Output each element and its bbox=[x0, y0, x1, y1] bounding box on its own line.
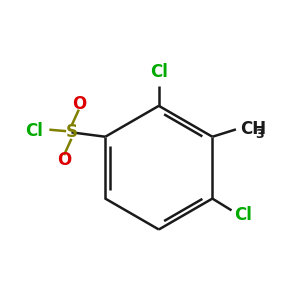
Text: 3: 3 bbox=[256, 128, 264, 141]
Text: Cl: Cl bbox=[150, 63, 168, 81]
Text: O: O bbox=[72, 95, 86, 113]
Text: Cl: Cl bbox=[235, 206, 252, 224]
Text: S: S bbox=[65, 123, 77, 141]
Text: Cl: Cl bbox=[26, 122, 44, 140]
Text: CH: CH bbox=[240, 120, 266, 138]
Text: O: O bbox=[57, 151, 71, 169]
